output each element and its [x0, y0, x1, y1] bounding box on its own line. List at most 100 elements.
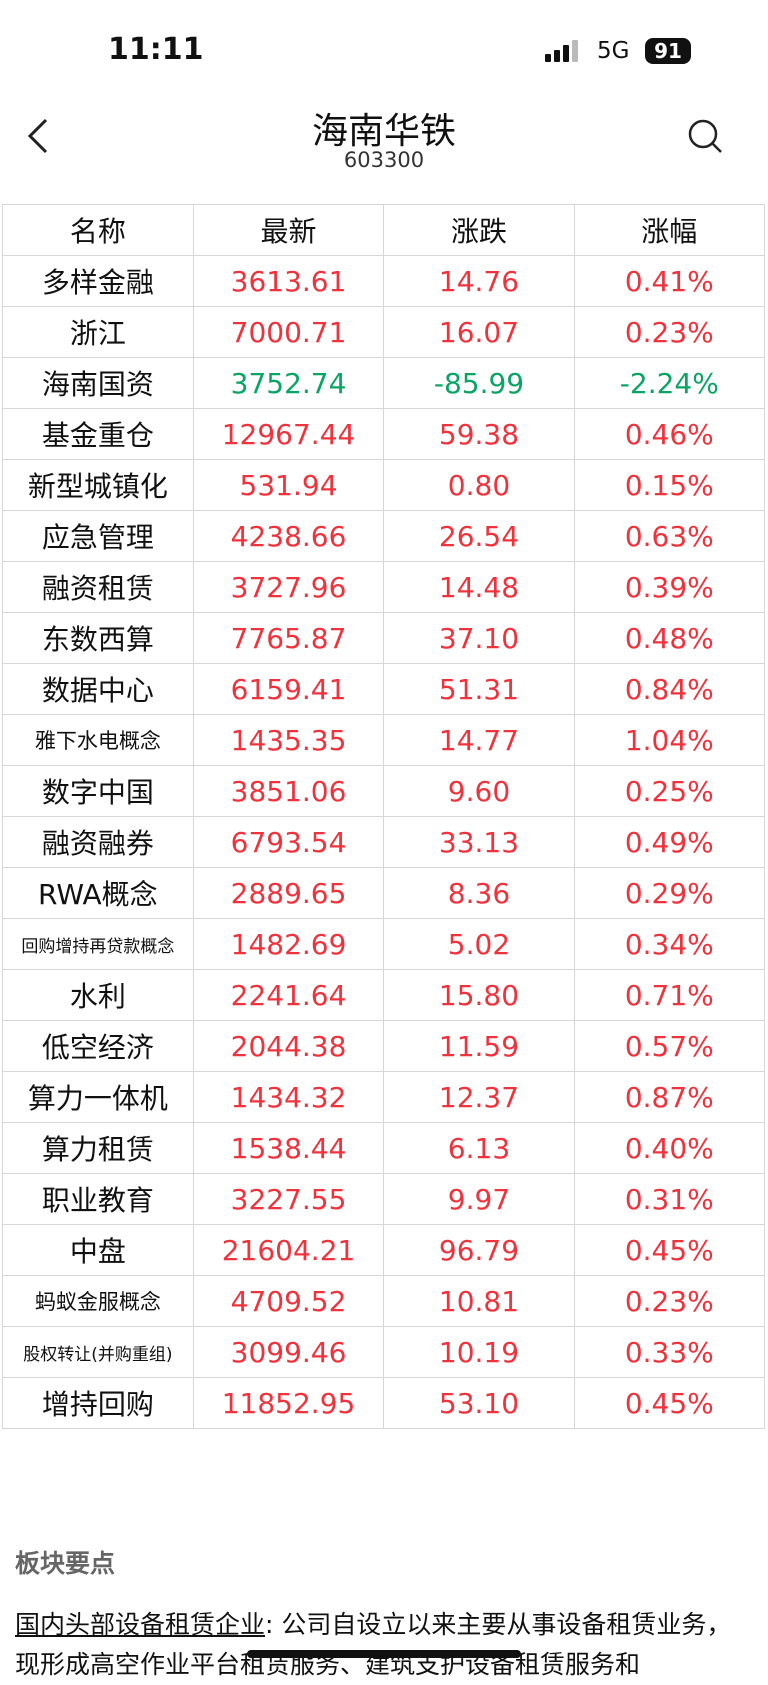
- cell: 0.41%: [573, 255, 766, 307]
- sector-name: 融资融券: [2, 816, 194, 868]
- cell: 14.76: [383, 255, 575, 307]
- cell: 3227.55: [192, 1173, 385, 1225]
- table-row[interactable]: RWA概念 2889.65 8.36 0.29%: [2, 867, 766, 919]
- cell: 0.87%: [573, 1071, 766, 1123]
- table-row[interactable]: 算力租赁 1538.44 6.13 0.40%: [2, 1122, 766, 1174]
- cell: 0.80: [383, 459, 575, 511]
- cell: 5.02: [383, 918, 575, 970]
- table-row[interactable]: 雅下水电概念 1435.35 14.77 1.04%: [2, 714, 766, 766]
- cell: 10.81: [383, 1275, 575, 1327]
- cell: 1435.35: [192, 714, 385, 766]
- table-row[interactable]: 应急管理 4238.66 26.54 0.63%: [2, 510, 766, 562]
- sector-name: 多样金融: [2, 255, 194, 307]
- cell: 14.77: [383, 714, 575, 766]
- cell: 1482.69: [192, 918, 385, 970]
- cell: -85.99: [383, 357, 575, 409]
- table-row[interactable]: 多样金融 3613.61 14.76 0.41%: [2, 255, 766, 307]
- column-header: 名称: [2, 204, 194, 256]
- table-row[interactable]: 低空经济 2044.38 11.59 0.57%: [2, 1020, 766, 1072]
- cell: 12.37: [383, 1071, 575, 1123]
- cell: 21604.21: [192, 1224, 385, 1276]
- table-row[interactable]: 蚂蚁金服概念 4709.52 10.81 0.23%: [2, 1275, 766, 1327]
- table-row[interactable]: 融资租赁 3727.96 14.48 0.39%: [2, 561, 766, 613]
- cell: 8.36: [383, 867, 575, 919]
- table-row[interactable]: 职业教育 3227.55 9.97 0.31%: [2, 1173, 766, 1225]
- cell: 33.13: [383, 816, 575, 868]
- cell: 0.45%: [573, 1377, 766, 1429]
- signal: [545, 40, 578, 62]
- sector-name: 东数西算: [2, 612, 194, 664]
- cell: 0.57%: [573, 1020, 766, 1072]
- table-row[interactable]: 海南国资 3752.74 -85.99 -2.24%: [2, 357, 766, 409]
- cell: 51.31: [383, 663, 575, 715]
- section-title: 板块要点: [15, 1549, 116, 1578]
- section-text: 国内头部设备租赁企业: 公司自设立以来主要从事设备租赁业务，现形成高空作业平台租…: [15, 1605, 755, 1685]
- sector-name: 应急管理: [2, 510, 194, 562]
- table-row[interactable]: 基金重仓 12967.44 59.38 0.46%: [2, 408, 766, 460]
- column-header: 涨幅: [573, 204, 766, 256]
- table-row[interactable]: 融资融券 6793.54 33.13 0.49%: [2, 816, 766, 868]
- cell: -2.24%: [573, 357, 766, 409]
- sector-name: RWA概念: [2, 867, 194, 919]
- header-row: 名称 最新 涨跌 涨幅: [2, 204, 766, 256]
- cell: 3727.96: [192, 561, 385, 613]
- sector-name: 雅下水电概念: [2, 714, 194, 766]
- cell: 0.29%: [573, 867, 766, 919]
- sector-name: 股权转让(并购重组): [2, 1326, 194, 1378]
- table-row[interactable]: 浙江 7000.71 16.07 0.23%: [2, 306, 766, 358]
- cell: 6.13: [383, 1122, 575, 1174]
- table-row[interactable]: 水利 2241.64 15.80 0.71%: [2, 969, 766, 1021]
- cell: 12967.44: [192, 408, 385, 460]
- cell: 3099.46: [192, 1326, 385, 1378]
- table-row[interactable]: 回购增持再贷款概念 1482.69 5.02 0.34%: [2, 918, 766, 970]
- cell: 11852.95: [192, 1377, 385, 1429]
- table-row[interactable]: 中盘 21604.21 96.79 0.45%: [2, 1224, 766, 1276]
- cell: 37.10: [383, 612, 575, 664]
- cell: 2241.64: [192, 969, 385, 1021]
- sector-name: 基金重仓: [2, 408, 194, 460]
- cell: 0.23%: [573, 306, 766, 358]
- sector-name: 回购增持再贷款概念: [2, 918, 194, 970]
- table-row[interactable]: 数字中国 3851.06 9.60 0.25%: [2, 765, 766, 817]
- table-row[interactable]: 股权转让(并购重组) 3099.46 10.19 0.33%: [2, 1326, 766, 1378]
- sector-name: 增持回购: [2, 1377, 194, 1429]
- column-header: 最新: [192, 204, 385, 256]
- cell: 0.40%: [573, 1122, 766, 1174]
- cell: 531.94: [192, 459, 385, 511]
- table-row[interactable]: 新型城镇化 531.94 0.80 0.15%: [2, 459, 766, 511]
- sector-name: 数据中心: [2, 663, 194, 715]
- sector-name: 新型城镇化: [2, 459, 194, 511]
- table-row[interactable]: 东数西算 7765.87 37.10 0.48%: [2, 612, 766, 664]
- sector-name: 低空经济: [2, 1020, 194, 1072]
- network: 5G: [597, 38, 630, 64]
- cell: 96.79: [383, 1224, 575, 1276]
- table-row[interactable]: 增持回购 11852.95 53.10 0.45%: [2, 1377, 766, 1429]
- cell: 11.59: [383, 1020, 575, 1072]
- stock-code: 603300: [343, 148, 425, 172]
- table-row[interactable]: 算力一体机 1434.32 12.37 0.87%: [2, 1071, 766, 1123]
- cell: 6793.54: [192, 816, 385, 868]
- cell: 0.39%: [573, 561, 766, 613]
- cell: 10.19: [383, 1326, 575, 1378]
- column-header: 涨跌: [383, 204, 575, 256]
- sector-name: 职业教育: [2, 1173, 194, 1225]
- time: 11:11: [108, 32, 204, 67]
- cell: 0.46%: [573, 408, 766, 460]
- cell: 16.07: [383, 306, 575, 358]
- cell: 7765.87: [192, 612, 385, 664]
- highlight[interactable]: 国内头部设备租赁企业: [15, 1610, 266, 1639]
- sector-name: 浙江: [2, 306, 194, 358]
- back-button[interactable]: [26, 118, 50, 154]
- sector-table: 名称 最新 涨跌 涨幅 多样金融 3613.61 14.76 0.41% 浙江 7000.71 16…: [2, 204, 766, 1429]
- cell: 3752.74: [192, 357, 385, 409]
- search-button[interactable]: [688, 119, 724, 155]
- cell: 1.04%: [573, 714, 766, 766]
- cell: 3851.06: [192, 765, 385, 817]
- home-indicator: [247, 1650, 521, 1658]
- table-row[interactable]: 数据中心 6159.41 51.31 0.84%: [2, 663, 766, 715]
- cell: 4238.66: [192, 510, 385, 562]
- battery: 91: [645, 38, 691, 64]
- sector-name: 数字中国: [2, 765, 194, 817]
- stock-title: 海南华铁: [311, 111, 456, 152]
